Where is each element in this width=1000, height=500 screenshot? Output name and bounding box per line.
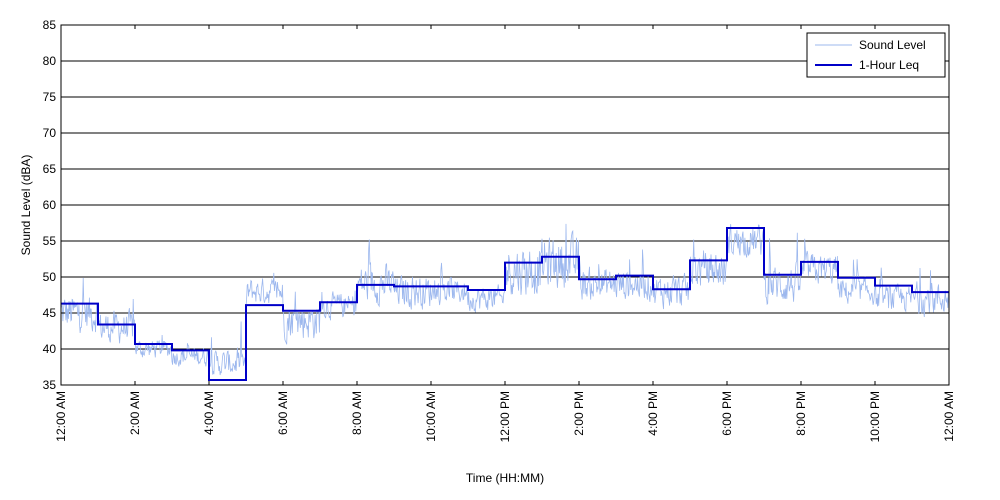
x-tick-label: 12:00 AM [54, 391, 68, 442]
x-tick-label: 4:00 PM [646, 391, 660, 436]
y-tick-label: 65 [43, 162, 57, 176]
y-tick-label: 80 [43, 54, 57, 68]
x-tick-label: 2:00 PM [572, 391, 586, 436]
x-tick-label: 4:00 AM [202, 391, 216, 435]
x-tick-label: 8:00 AM [350, 391, 364, 435]
x-tick-label: 6:00 PM [720, 391, 734, 436]
x-tick-label: 8:00 PM [794, 391, 808, 436]
y-axis-label: Sound Level (dBA) [19, 155, 33, 256]
y-tick-label: 35 [43, 378, 57, 392]
y-tick-label: 85 [43, 18, 57, 32]
x-axis-ticks: 12:00 AM 2:00 AM 4:00 AM 6:00 AM 8:00 AM 10:0… [54, 25, 956, 442]
x-tick-label: 2:00 AM [128, 391, 142, 435]
leq-step-line [61, 227, 949, 381]
y-tick-label: 50 [43, 270, 57, 284]
x-axis-label: Time (HH:MM) [466, 471, 544, 485]
x-tick-label: 6:00 AM [276, 391, 290, 435]
legend-label-sound-level: Sound Level [859, 38, 926, 52]
y-tick-label: 75 [43, 90, 57, 104]
y-tick-label: 70 [43, 126, 57, 140]
y-tick-label: 60 [43, 198, 57, 212]
x-tick-label: 12:00 AM [942, 391, 956, 442]
y-tick-label: 55 [43, 234, 57, 248]
y-tick-label: 40 [43, 342, 57, 356]
y-tick-label: 45 [43, 306, 57, 320]
legend: Sound Level 1-Hour Leq [806, 32, 946, 78]
x-tick-label: 12:00 PM [498, 391, 512, 442]
legend-box [806, 32, 946, 78]
leq-series [61, 227, 949, 381]
y-axis-ticks: 35 40 45 50 55 60 65 70 75 80 85 [43, 18, 65, 392]
x-tick-label: 10:00 PM [868, 391, 882, 442]
legend-label-leq: 1-Hour Leq [859, 58, 919, 72]
x-tick-label: 10:00 AM [424, 391, 438, 442]
